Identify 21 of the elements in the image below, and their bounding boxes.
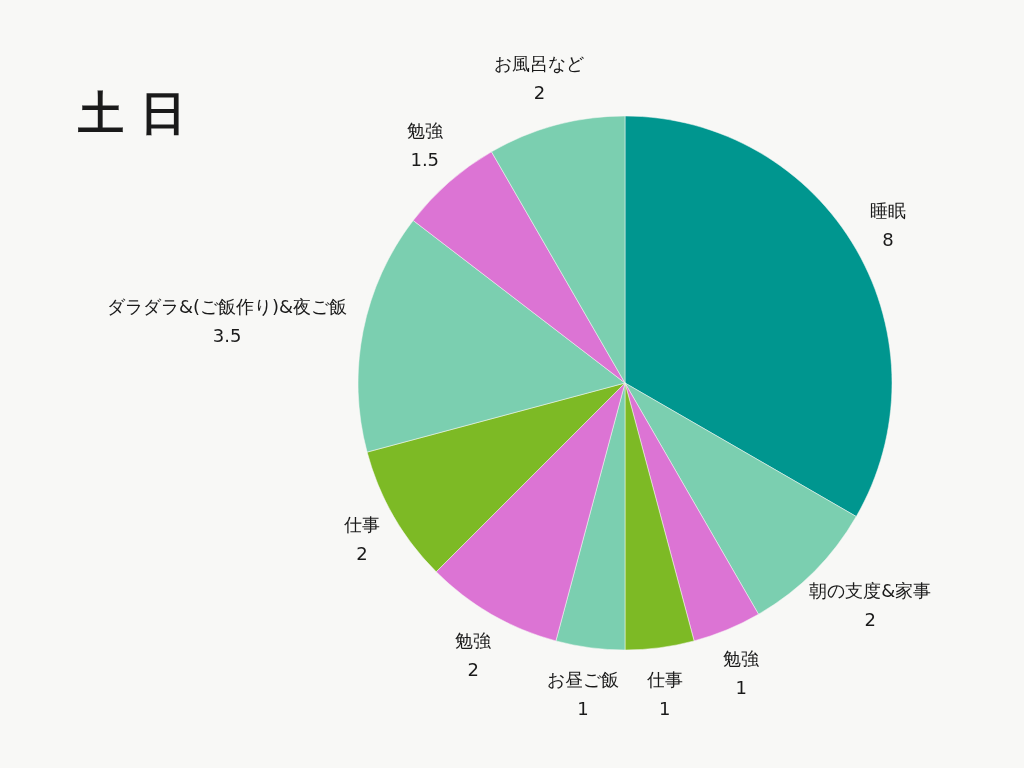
data-label: 8 — [882, 228, 894, 250]
data-label: 2 — [356, 543, 368, 565]
data-label: 3.5 — [212, 324, 242, 346]
slice-label: 勉強 — [455, 629, 492, 651]
data-label: 1 — [577, 698, 589, 719]
data-label: 1 — [658, 698, 671, 719]
slice-label: 仕事 — [343, 514, 380, 536]
data-label: 2 — [864, 608, 876, 630]
slice-label: ダラダラ&(ご飯作り)&夜ご飯 — [106, 295, 348, 317]
data-label: 2 — [533, 82, 546, 104]
slice-label: お昼ご飯 — [547, 669, 620, 690]
slice-label: 勉強 — [723, 647, 760, 669]
slice-label: 睡眠 — [870, 199, 906, 221]
slice-label: 仕事 — [645, 669, 683, 690]
text: 土 日 — [78, 86, 187, 140]
data-label: 2 — [467, 658, 479, 680]
slice-label: 朝の支度&家事 — [809, 579, 932, 601]
data-label: 1 — [735, 676, 747, 698]
data-label: 1.5 — [410, 149, 440, 171]
slice-label: お風呂など — [494, 53, 585, 75]
slice-label: 勉強 — [406, 120, 443, 142]
